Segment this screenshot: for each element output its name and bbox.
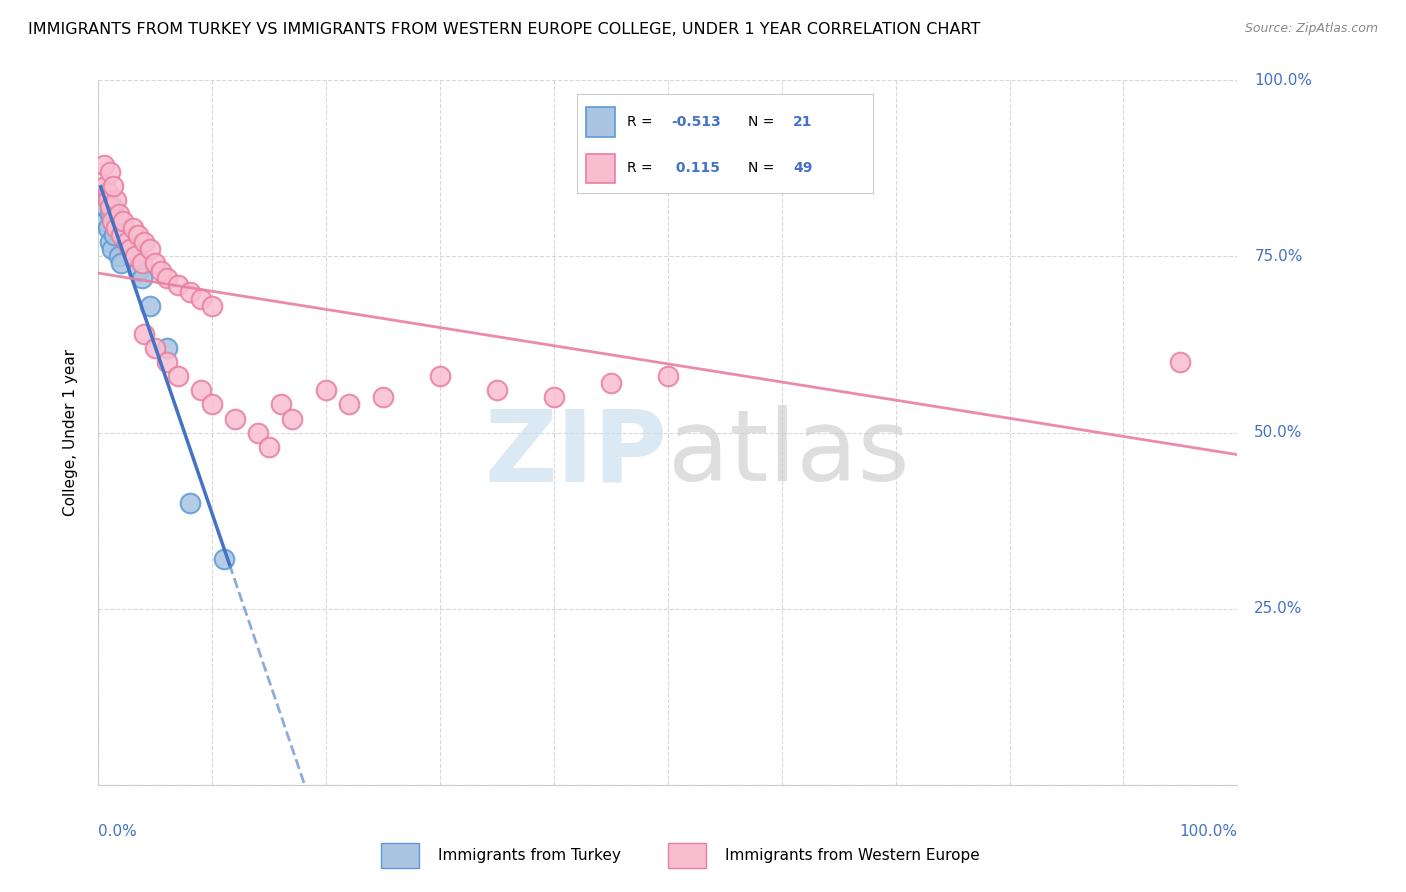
Point: [179, 496, 201, 510]
Point: [103, 200, 125, 214]
Point: [145, 256, 167, 270]
Text: IMMIGRANTS FROM TURKEY VS IMMIGRANTS FROM WESTERN EUROPE COLLEGE, UNDER 1 YEAR C: IMMIGRANTS FROM TURKEY VS IMMIGRANTS FRO…: [28, 22, 980, 37]
Point: [150, 263, 173, 277]
Point: [127, 263, 149, 277]
Point: [94, 178, 117, 194]
Point: [315, 384, 337, 398]
Point: [127, 228, 149, 243]
Point: [224, 411, 246, 425]
Text: atlas: atlas: [668, 405, 910, 502]
Point: [543, 391, 565, 405]
Point: [259, 440, 281, 454]
Point: [281, 411, 304, 425]
Point: [270, 397, 292, 411]
Point: [600, 376, 623, 391]
Point: [124, 250, 146, 264]
Point: [98, 165, 121, 179]
Point: [103, 178, 125, 194]
Y-axis label: College, Under 1 year: College, Under 1 year: [63, 349, 77, 516]
Point: [115, 235, 138, 250]
Point: [96, 193, 118, 207]
Text: 25.0%: 25.0%: [1254, 601, 1303, 616]
Point: [337, 397, 360, 411]
Point: [101, 243, 124, 257]
Text: 100.0%: 100.0%: [1254, 73, 1312, 87]
Text: 0.0%: 0.0%: [98, 823, 138, 838]
Point: [108, 207, 131, 221]
Point: [201, 397, 224, 411]
Point: [793, 122, 815, 136]
Point: [156, 341, 179, 355]
Point: [429, 369, 451, 384]
Point: [156, 270, 179, 285]
Point: [167, 277, 190, 292]
Point: [371, 391, 394, 405]
Point: [98, 235, 121, 250]
Point: [212, 552, 235, 566]
Point: [190, 292, 212, 306]
Point: [657, 369, 679, 384]
Point: [104, 193, 127, 207]
Point: [93, 158, 115, 172]
Point: [103, 228, 125, 243]
Point: [145, 341, 167, 355]
Point: [138, 299, 160, 313]
Point: [96, 221, 118, 235]
Point: [156, 355, 179, 369]
Point: [179, 285, 201, 299]
Text: ZIP: ZIP: [485, 405, 668, 502]
Point: [98, 207, 121, 221]
Point: [104, 214, 127, 228]
Point: [101, 214, 124, 228]
Point: [112, 214, 135, 228]
Point: [132, 326, 155, 341]
Point: [486, 384, 509, 398]
Point: [96, 186, 118, 200]
Point: [1170, 355, 1192, 369]
Point: [138, 243, 160, 257]
Point: [112, 221, 135, 235]
Point: [94, 200, 117, 214]
Point: [98, 200, 121, 214]
Point: [167, 369, 190, 384]
Point: [121, 243, 143, 257]
Point: [131, 256, 153, 270]
Point: [132, 235, 155, 250]
Point: [201, 299, 224, 313]
Point: [246, 425, 269, 440]
Point: [131, 270, 153, 285]
Point: [121, 221, 143, 235]
Text: 100.0%: 100.0%: [1180, 823, 1237, 838]
Point: [93, 214, 115, 228]
Point: [110, 256, 132, 270]
Point: [104, 221, 127, 235]
Point: [93, 186, 115, 200]
Point: [190, 384, 212, 398]
Text: 50.0%: 50.0%: [1254, 425, 1303, 440]
Text: 75.0%: 75.0%: [1254, 249, 1303, 264]
Point: [115, 235, 138, 250]
Point: [120, 243, 142, 257]
Text: Source: ZipAtlas.com: Source: ZipAtlas.com: [1244, 22, 1378, 36]
Point: [110, 228, 132, 243]
Point: [108, 250, 131, 264]
